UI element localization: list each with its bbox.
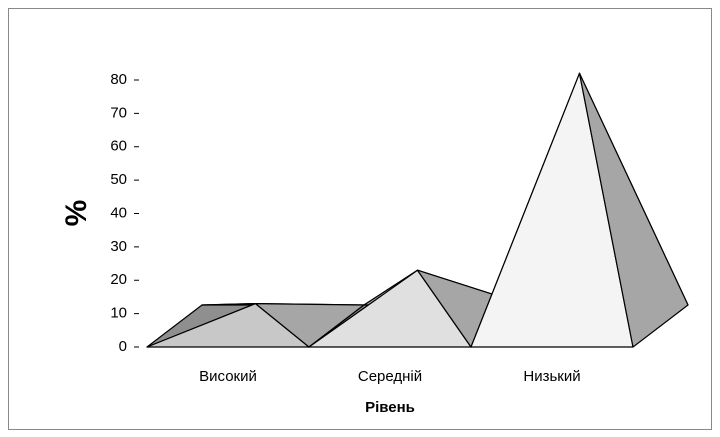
x-tick-label: Низький [523, 368, 580, 385]
x-tick-label: Високий [199, 368, 257, 385]
pyramid-side [578, 72, 689, 348]
x-axis-title: Рівень [365, 399, 415, 416]
y-tick-label: 0 [119, 338, 127, 355]
y-tick-label: 20 [110, 271, 127, 288]
y-tick-label: 10 [110, 305, 127, 322]
y-tick-label: 70 [110, 104, 127, 121]
y-tick-label: 50 [110, 171, 127, 188]
x-tick-label: Середній [358, 368, 422, 385]
y-tick-label: 80 [110, 71, 127, 88]
y-tick-label: 30 [110, 238, 127, 255]
y-axis-title: % [60, 200, 93, 227]
y-tick-label: 60 [110, 138, 127, 155]
y-tick-label: 40 [110, 204, 127, 221]
